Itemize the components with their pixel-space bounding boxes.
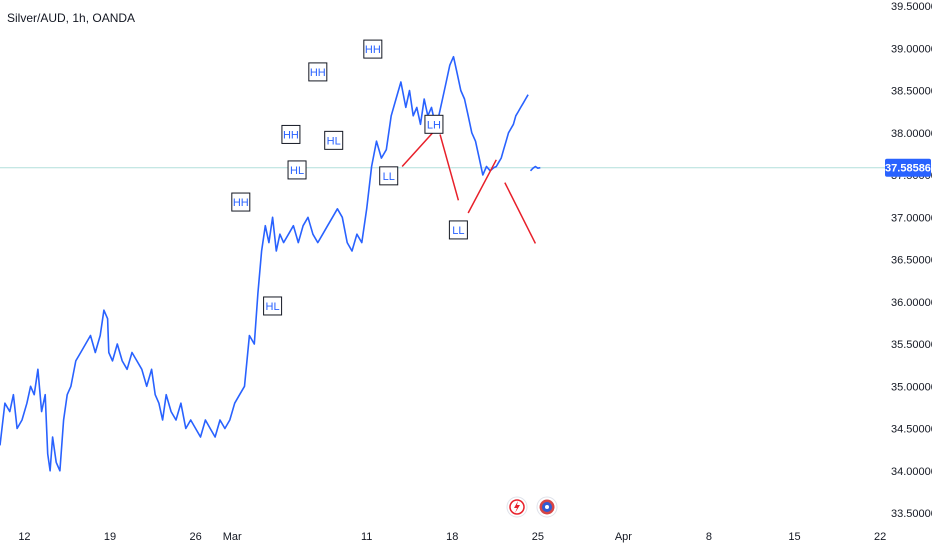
projection-layer	[401, 132, 537, 244]
current-price-label: 37.58586	[885, 163, 931, 175]
y-tick-label: 38.00000	[891, 128, 932, 140]
price-series-line-0	[0, 55, 529, 472]
annotation-box	[448, 220, 468, 240]
annotation-box	[363, 39, 383, 59]
annotation-lh-8[interactable]: LH	[424, 114, 444, 134]
x-tick-label: 11	[361, 531, 372, 543]
current-price-tag: 37.58586	[885, 158, 931, 177]
annotation-box	[231, 192, 251, 212]
y-tick-label: 39.50000	[891, 1, 932, 13]
annotation-hh-4[interactable]: HH	[308, 62, 328, 82]
projection-segment-2[interactable]	[467, 159, 497, 214]
lightning-icon[interactable]	[506, 496, 528, 518]
y-tick-label: 35.00000	[891, 381, 932, 393]
y-tick-label: 38.50000	[891, 86, 932, 98]
annotation-label: LL	[383, 171, 395, 183]
y-tick-label: 34.50000	[891, 424, 932, 436]
annotation-box	[324, 130, 344, 150]
x-tick-label: 19	[104, 531, 116, 543]
x-tick-label: 8	[706, 531, 712, 543]
calendar-event-icon[interactable]	[536, 496, 558, 518]
annotation-label: HH	[365, 44, 381, 56]
annotation-box	[287, 160, 307, 180]
annotation-label: HL	[266, 301, 280, 313]
series-layer	[0, 55, 541, 472]
y-tick-label: 36.00000	[891, 297, 932, 309]
y-tick-label: 36.50000	[891, 255, 932, 267]
y-tick-label: 39.00000	[891, 43, 932, 55]
annotation-label: HL	[327, 135, 341, 147]
annotation-label: HH	[233, 197, 249, 209]
x-tick-label: Apr	[615, 531, 632, 543]
annotation-label: HH	[283, 129, 299, 141]
x-tick-label: 25	[532, 531, 544, 543]
annotation-box	[308, 62, 328, 82]
x-tick-label: Mar	[223, 531, 242, 543]
annotation-ll-9[interactable]: LL	[448, 220, 468, 240]
annotation-hh-2[interactable]: HH	[281, 124, 301, 144]
y-tick-label: 34.00000	[891, 466, 932, 478]
annotation-label: LL	[452, 225, 464, 237]
y-tick-label: 37.00000	[891, 212, 932, 224]
annotation-box	[424, 114, 444, 134]
y-tick-label: 35.50000	[891, 339, 932, 351]
chart-title: Silver/AUD, 1h, OANDA	[7, 11, 135, 25]
annotation-hl-5[interactable]: HL	[324, 130, 344, 150]
annotation-box	[281, 124, 301, 144]
x-tick-label: 15	[788, 531, 800, 543]
annotation-hh-0[interactable]: HH	[231, 192, 251, 212]
annotation-box	[263, 296, 283, 316]
y-tick-label: 33.50000	[891, 508, 932, 520]
annotation-hl-1[interactable]: HL	[263, 296, 283, 316]
annotation-hl-3[interactable]: HL	[287, 160, 307, 180]
x-tick-label: 12	[18, 531, 30, 543]
projection-segment-0[interactable]	[401, 132, 434, 168]
x-tick-label: 22	[874, 531, 886, 543]
price-series-line-1	[529, 165, 541, 172]
annotation-ll-7[interactable]: LL	[379, 166, 399, 186]
annotation-label: LH	[427, 119, 441, 131]
annotation-layer: HH HL HH HL HH HL HH LL LH LL	[231, 39, 468, 316]
x-axis[interactable]: 12 19 26 Mar 11 18 25 Apr 8 15 22	[18, 531, 886, 543]
annotation-box	[379, 166, 399, 186]
annotation-label: HL	[290, 165, 304, 177]
x-tick-label: 26	[189, 531, 201, 543]
x-tick-label: 18	[446, 531, 458, 543]
annotation-label: HH	[310, 67, 326, 79]
projection-segment-1[interactable]	[439, 134, 460, 201]
annotation-hh-6[interactable]: HH	[363, 39, 383, 59]
projection-segment-3[interactable]	[504, 182, 537, 244]
